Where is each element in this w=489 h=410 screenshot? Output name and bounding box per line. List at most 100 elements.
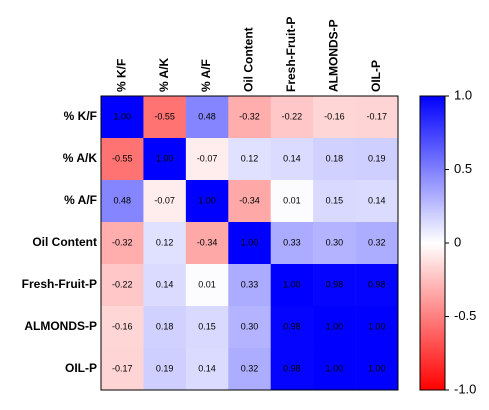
- x-tick-label: Oil Content: [242, 27, 256, 92]
- heatmap-cell: [270, 306, 314, 349]
- x-tick-label: ALMONDS-P: [327, 19, 341, 92]
- x-tick-label: Fresh-Fruit-P: [284, 17, 298, 92]
- heatmap-cell: [313, 348, 356, 391]
- heatmap-cell: [313, 180, 356, 223]
- cell-label: -0.17: [367, 111, 388, 121]
- heatmap-cell: [228, 96, 272, 139]
- colorbar: [419, 95, 446, 391]
- cell-label: 1.00: [156, 153, 174, 163]
- heatmap-cell: [313, 96, 356, 139]
- cell-label: 0.32: [241, 363, 259, 373]
- cell-label: 1.00: [368, 363, 386, 373]
- cell-label: -0.07: [197, 153, 218, 163]
- cell-label: 1.00: [198, 195, 216, 205]
- x-tick-label: % K/F: [114, 59, 128, 92]
- cell-label: 0.01: [198, 279, 216, 289]
- cell-label: 0.18: [326, 153, 344, 163]
- heatmap-cell: [355, 306, 399, 349]
- cell-label: 0.98: [283, 321, 301, 331]
- x-tick-label: % A/F: [199, 59, 213, 92]
- y-tick-label: Oil Content: [32, 235, 97, 249]
- heatmap-cell: [143, 348, 187, 391]
- cell-label: 0.32: [368, 237, 386, 247]
- heatmap-cell: [313, 138, 356, 181]
- cell-label: 0.14: [156, 279, 174, 289]
- cell-label: -0.22: [112, 279, 133, 289]
- heatmap-cell: [270, 348, 314, 391]
- cell-label: 0.12: [241, 153, 259, 163]
- heatmap-cell: [355, 96, 399, 139]
- y-tick-label: % K/F: [64, 109, 97, 123]
- heatmap-cell: [313, 306, 356, 349]
- cell-label: 0.15: [198, 321, 216, 331]
- heatmap-cell: [185, 138, 229, 181]
- heatmap-cell: [101, 264, 144, 307]
- heatmap-cell: [270, 264, 314, 307]
- heatmap-cell: [270, 180, 314, 223]
- cell-label: 0.48: [113, 195, 131, 205]
- heatmap-cell: [355, 222, 399, 265]
- y-tick-label: % A/K: [63, 151, 98, 165]
- cell-label: 0.98: [326, 279, 344, 289]
- heatmap-cell: [228, 222, 272, 265]
- y-tick-label: OIL-P: [65, 361, 97, 375]
- grid-border: [100, 95, 399, 391]
- cell-label: 1.00: [241, 237, 259, 247]
- heatmap-cell: [101, 348, 144, 391]
- cell-label: 0.19: [368, 153, 386, 163]
- cell-label: 0.30: [326, 237, 344, 247]
- cell-label: -0.32: [112, 237, 133, 247]
- colorbar-tick-label: -1.0: [454, 381, 476, 396]
- cell-label: -0.32: [239, 111, 260, 121]
- cell-label: 1.00: [326, 321, 344, 331]
- heatmap-cell: [185, 264, 229, 307]
- cell-label: -0.17: [112, 363, 133, 373]
- heatmap-cell: [143, 264, 187, 307]
- cell-label: -0.34: [239, 195, 260, 205]
- cell-label: -0.55: [154, 111, 175, 121]
- cell-label: 0.98: [283, 363, 301, 373]
- cell-label: -0.16: [112, 321, 133, 331]
- heatmap-cell: [101, 222, 144, 265]
- heatmap-cell: [101, 138, 144, 181]
- heatmap-cell: [101, 96, 144, 139]
- cell-label: 1.00: [368, 321, 386, 331]
- x-tick-label: % A/K: [157, 57, 171, 92]
- heatmap-cell: [101, 306, 144, 349]
- heatmap-cell: [355, 264, 399, 307]
- cell-label: 1.00: [113, 111, 131, 121]
- cell-label: 0.30: [241, 321, 259, 331]
- cell-label: 0.18: [156, 321, 174, 331]
- heatmap-cell: [228, 264, 272, 307]
- heatmap-cell: [143, 222, 187, 265]
- heatmap-cell: [143, 138, 187, 181]
- colorbar-tick-label: 0: [454, 234, 461, 249]
- heatmap-cell: [228, 138, 272, 181]
- cell-label: 0.33: [241, 279, 259, 289]
- heatmap-cell: [270, 138, 314, 181]
- y-tick-label: Fresh-Fruit-P: [22, 277, 97, 291]
- cell-label: 1.00: [283, 279, 301, 289]
- heatmap-cell: [313, 222, 356, 265]
- colorbar-tick-label: -0.5: [454, 308, 476, 323]
- heatmap-cell: [355, 138, 399, 181]
- cell-label: -0.16: [324, 111, 345, 121]
- cell-label: 0.15: [326, 195, 344, 205]
- cell-label: 0.01: [283, 195, 301, 205]
- heatmap-cell: [101, 180, 144, 223]
- heatmap-cell: [185, 222, 229, 265]
- cell-label: 0.48: [198, 111, 216, 121]
- cell-label: 0.14: [368, 195, 386, 205]
- heatmap-cell: [185, 348, 229, 391]
- cell-label: 1.00: [326, 363, 344, 373]
- y-tick-label: % A/F: [64, 193, 97, 207]
- cell-label: 0.98: [368, 279, 386, 289]
- heatmap-cell: [143, 96, 187, 139]
- colorbar-tick-label: 0.5: [454, 161, 472, 176]
- heatmap-cell: [143, 180, 187, 223]
- heatmap-cell: [185, 180, 229, 223]
- heatmap-cell: [228, 306, 272, 349]
- heatmap-cell: [270, 96, 314, 139]
- heatmap-cell: [228, 180, 272, 223]
